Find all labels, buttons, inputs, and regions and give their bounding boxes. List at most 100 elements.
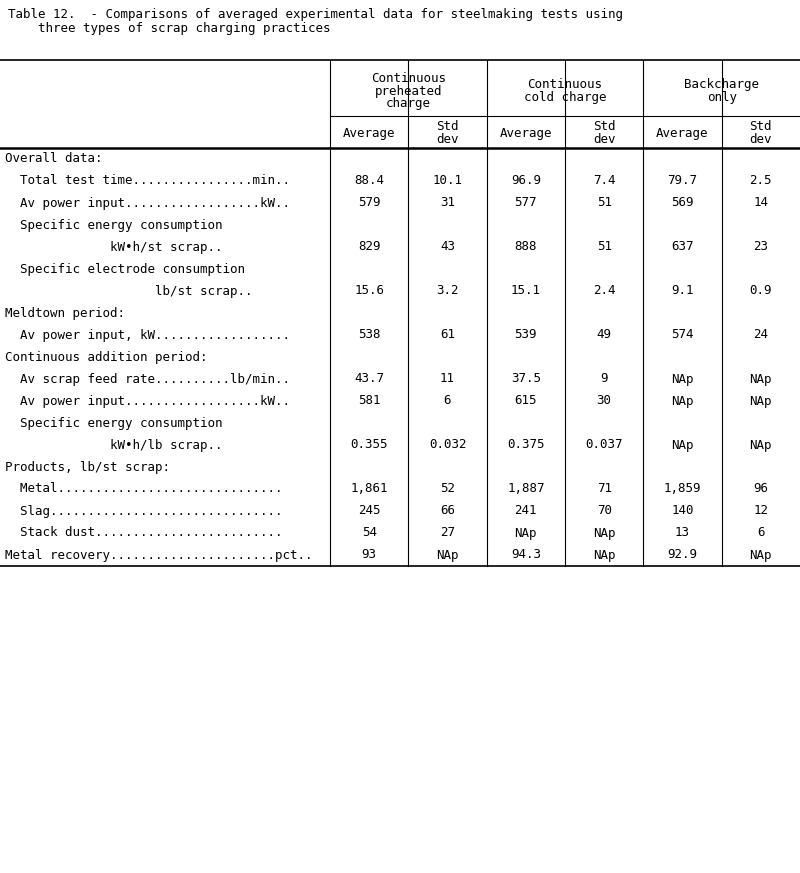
Text: Average: Average [656,127,709,140]
Text: 51: 51 [597,240,612,253]
Text: Overall data:: Overall data: [5,153,102,166]
Text: 0.032: 0.032 [429,438,466,451]
Text: 1,887: 1,887 [507,483,545,496]
Text: Products, lb/st scrap:: Products, lb/st scrap: [5,460,170,473]
Text: 581: 581 [358,395,381,408]
Text: 0.9: 0.9 [750,285,772,298]
Text: 49: 49 [597,328,612,341]
Text: Slag...............................: Slag............................... [5,505,282,518]
Text: 539: 539 [514,328,537,341]
Text: 6: 6 [444,395,451,408]
Text: Specific energy consumption: Specific energy consumption [5,416,222,430]
Text: 92.9: 92.9 [667,548,698,561]
Text: 2.4: 2.4 [593,285,615,298]
Text: Meldtown period:: Meldtown period: [5,306,125,320]
Text: Av power input..................kW..: Av power input..................kW.. [5,196,290,210]
Text: 12: 12 [754,505,768,518]
Text: Av power input, kW..................: Av power input, kW.................. [5,328,290,341]
Text: 30: 30 [597,395,612,408]
Text: Average: Average [343,127,395,140]
Text: NAp: NAp [593,526,615,540]
Text: 7.4: 7.4 [593,175,615,188]
Text: 577: 577 [514,196,537,210]
Text: dev: dev [436,133,458,146]
Text: 96: 96 [754,483,768,496]
Text: 71: 71 [597,483,612,496]
Text: Av power input..................kW..: Av power input..................kW.. [5,395,290,408]
Text: Continuous addition period:: Continuous addition period: [5,350,207,363]
Text: 538: 538 [358,328,381,341]
Text: NAp: NAp [436,548,458,561]
Text: 54: 54 [362,526,377,540]
Text: Stack dust.........................: Stack dust......................... [5,526,282,540]
Text: Std: Std [750,120,772,133]
Text: 61: 61 [440,328,455,341]
Text: three types of scrap charging practices: three types of scrap charging practices [8,22,330,35]
Text: 1,859: 1,859 [664,483,702,496]
Text: 94.3: 94.3 [511,548,541,561]
Text: 2.5: 2.5 [750,175,772,188]
Text: 66: 66 [440,505,455,518]
Text: NAp: NAp [750,438,772,451]
Text: 10.1: 10.1 [433,175,462,188]
Text: NAp: NAp [671,395,694,408]
Text: 70: 70 [597,505,612,518]
Text: 11: 11 [440,373,455,386]
Text: 79.7: 79.7 [667,175,698,188]
Text: 88.4: 88.4 [354,175,384,188]
Text: Total test time................min..: Total test time................min.. [5,175,290,188]
Text: 637: 637 [671,240,694,253]
Text: charge: charge [386,98,431,111]
Text: NAp: NAp [671,438,694,451]
Text: lb/st scrap..: lb/st scrap.. [5,285,253,298]
Text: only: only [706,91,737,104]
Text: 0.355: 0.355 [350,438,388,451]
Text: NAp: NAp [750,373,772,386]
Text: 15.1: 15.1 [511,285,541,298]
Text: 574: 574 [671,328,694,341]
Text: 615: 615 [514,395,537,408]
Text: Average: Average [499,127,552,140]
Text: NAp: NAp [514,526,537,540]
Text: 96.9: 96.9 [511,175,541,188]
Text: Std: Std [593,120,615,133]
Text: 3.2: 3.2 [436,285,458,298]
Text: 569: 569 [671,196,694,210]
Text: 31: 31 [440,196,455,210]
Text: NAp: NAp [750,395,772,408]
Text: dev: dev [750,133,772,146]
Text: 37.5: 37.5 [511,373,541,386]
Text: 13: 13 [675,526,690,540]
Text: 93: 93 [362,548,377,561]
Text: NAp: NAp [671,373,694,386]
Text: 245: 245 [358,505,381,518]
Text: Specific energy consumption: Specific energy consumption [5,218,222,231]
Text: 14: 14 [754,196,768,210]
Text: dev: dev [593,133,615,146]
Text: 9: 9 [601,373,608,386]
Text: 579: 579 [358,196,381,210]
Text: kW•h/lb scrap..: kW•h/lb scrap.. [5,438,222,451]
Text: Specific electrode consumption: Specific electrode consumption [5,263,245,276]
Text: 27: 27 [440,526,455,540]
Text: 0.037: 0.037 [586,438,623,451]
Text: 24: 24 [754,328,768,341]
Text: kW•h/st scrap..: kW•h/st scrap.. [5,240,222,253]
Text: 43: 43 [440,240,455,253]
Text: 15.6: 15.6 [354,285,384,298]
Text: 829: 829 [358,240,381,253]
Text: Av scrap feed rate..........lb/min..: Av scrap feed rate..........lb/min.. [5,373,290,386]
Text: 241: 241 [514,505,537,518]
Text: 1,861: 1,861 [350,483,388,496]
Text: Table 12.  - Comparisons of averaged experimental data for steelmaking tests usi: Table 12. - Comparisons of averaged expe… [8,8,623,21]
Text: NAp: NAp [750,548,772,561]
Text: 6: 6 [757,526,765,540]
Text: Metal recovery......................pct..: Metal recovery......................pct.… [5,548,313,561]
Text: 140: 140 [671,505,694,518]
Text: cold charge: cold charge [524,91,606,104]
Text: Std: Std [436,120,458,133]
Text: NAp: NAp [593,548,615,561]
Text: Metal..............................: Metal.............................. [5,483,282,496]
Text: Continuous: Continuous [371,72,446,85]
Text: preheated: preheated [374,85,442,98]
